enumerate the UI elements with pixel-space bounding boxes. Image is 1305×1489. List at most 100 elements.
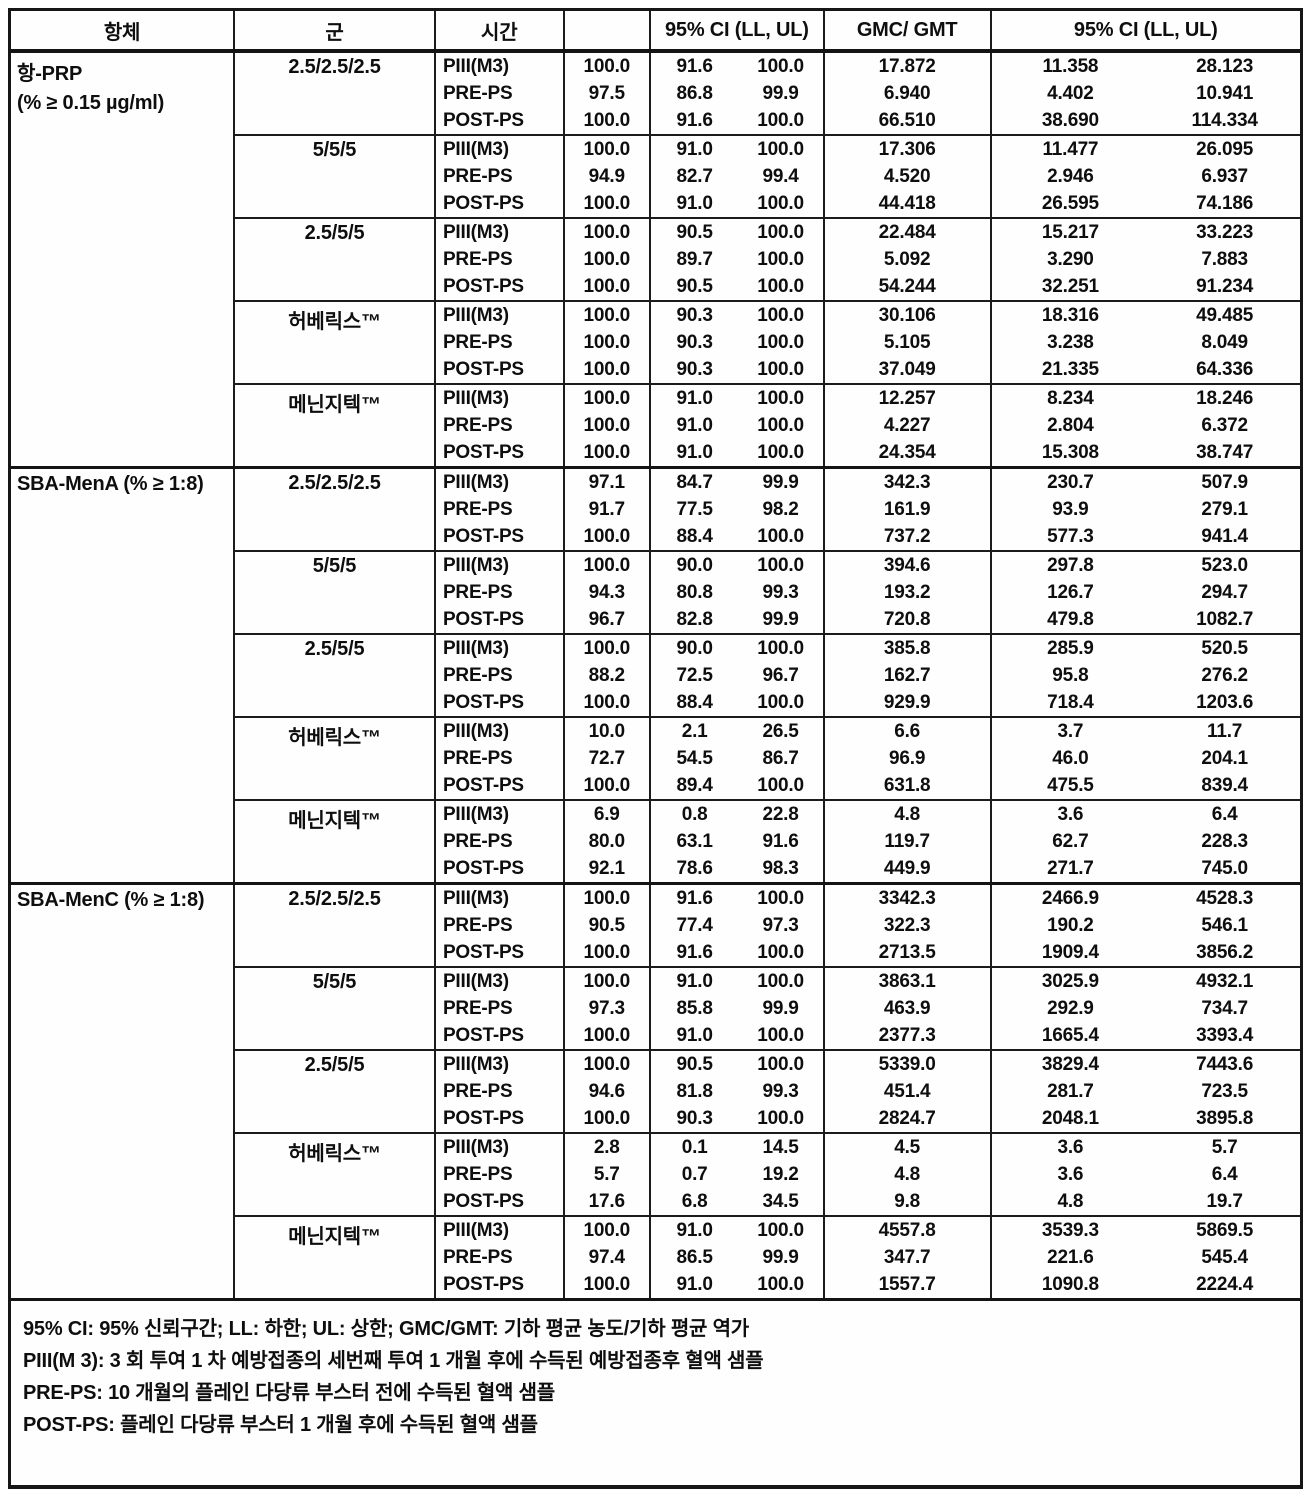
ci-upper-cell: 100.0 — [757, 55, 804, 77]
value-cell: 100.0 — [562, 966, 650, 995]
value-cell: 97.5 — [562, 80, 650, 107]
table-row: 5/5/5 PIII(M3) 100.0 90.0 100.0 394.6 297.8 523… — [11, 550, 1300, 634]
timepoint-cell: PIII(M3) — [433, 799, 564, 828]
gmc-gmt-cell: 17.306 — [822, 134, 991, 163]
gmc-gmt-cell: 66.510 — [822, 107, 991, 135]
ci-lower-cell: 6.8 — [648, 1188, 739, 1216]
gmc-ci-upper-cell: 18.246 — [1149, 383, 1300, 412]
value-cell: 100.0 — [562, 190, 650, 218]
ci-upper-cell: 97.3 — [762, 914, 799, 936]
ci-upper-cell: 99.9 — [762, 82, 799, 104]
timepoint-cell: POST-PS — [433, 523, 564, 551]
timepoint-cell: PRE-PS — [433, 828, 564, 855]
table-row: SBA-MenC (% ≥ 1:8) 2.5/2.5/2.5 PIII(M3) 100… — [11, 882, 1300, 1298]
gmc-gmt-cell: 12.257 — [822, 383, 991, 412]
antibody-label: SBA-MenC (% ≥ 1:8) — [17, 889, 205, 911]
gmc-ci-upper-cell: 7443.6 — [1149, 1049, 1300, 1078]
gmc-ci-upper-cell: 6.937 — [1201, 165, 1248, 187]
gmc-ci-upper-cell: 74.186 — [1196, 192, 1254, 214]
ci-upper-cell: 100.0 — [757, 331, 804, 353]
group-label-cell: 5/5/5 — [233, 966, 435, 1050]
value-cell: 5.7 — [562, 1161, 650, 1188]
ci-upper-cell: 100.0 — [757, 941, 804, 963]
ci-upper-cell: 100.0 — [757, 691, 804, 713]
timepoint-cell: PRE-PS — [433, 1244, 564, 1271]
gmc-gmt-cell: 193.2 — [822, 579, 991, 606]
ci-lower-cell: 90.3 — [648, 329, 739, 356]
gmc-ci-upper-cell: 38.747 — [1196, 441, 1254, 463]
gmc-ci-upper-cell: 520.5 — [1149, 633, 1300, 662]
ci-upper-cell: 99.9 — [738, 466, 824, 496]
gmc-ci-upper-cell: 734.7 — [1201, 997, 1248, 1019]
gmc-ci-upper-cell: 546.1 — [1201, 914, 1248, 936]
timepoint-cell: PRE-PS — [433, 912, 564, 939]
gmc-gmt-cell: 17.872 — [822, 51, 991, 80]
header-time: 시간 — [433, 11, 564, 53]
gmc-gmt-cell: 929.9 — [822, 689, 991, 717]
gmc-gmt-cell: 737.2 — [822, 523, 991, 551]
ci-upper-cell: 98.2 — [762, 498, 799, 520]
gmc-gmt-cell: 3342.3 — [822, 882, 991, 912]
gmc-ci-lower-cell: 26.595 — [989, 190, 1150, 218]
timepoint-cell: PRE-PS — [433, 745, 564, 772]
ci-upper-cell: 34.5 — [762, 1190, 799, 1212]
gmc-gmt-cell: 119.7 — [822, 828, 991, 855]
gmc-ci-upper-cell: 4528.3 — [1149, 882, 1300, 912]
timepoint-cell: PRE-PS — [433, 163, 564, 190]
ci-upper-cell: 100.0 — [738, 882, 824, 912]
group-label-cell: 2.5/5/5 — [233, 217, 435, 301]
ci-upper-cell: 100.0 — [757, 441, 804, 463]
table-row: POST-PS 100.0 88.4 100.0 929.9 718.4 1203.6 — [11, 689, 1300, 717]
gmc-gmt-cell: 162.7 — [822, 662, 991, 689]
antibody-label-cell: SBA-MenA (% ≥ 1:8) — [11, 466, 235, 884]
gmc-ci-lower-cell: 4.8 — [989, 1188, 1150, 1216]
group-label-cell: 2.5/2.5/2.5 — [233, 882, 435, 967]
gmc-ci-upper-cell: 523.0 — [1149, 550, 1300, 579]
timepoint-cell: PRE-PS — [433, 1078, 564, 1105]
gmc-gmt-cell: 463.9 — [822, 995, 991, 1022]
timepoint-cell: PIII(M3) — [433, 383, 564, 412]
ci-lower-cell: 77.5 — [648, 496, 739, 523]
gmc-ci-lower-cell: 11.358 — [989, 51, 1150, 80]
timepoint-cell: PRE-PS — [433, 329, 564, 356]
group-label-cell: 2.5/2.5/2.5 — [233, 51, 435, 135]
value-cell: 100.0 — [562, 939, 650, 967]
gmc-gmt-cell: 6.940 — [822, 80, 991, 107]
gmc-ci-upper-cell: 7.883 — [1201, 248, 1248, 270]
ci-upper-cell: 100.0 — [757, 1273, 804, 1295]
table-row: 허베릭스™ PIII(M3) 100.0 90.3 100.0 30.106 18.316 4… — [11, 300, 1300, 384]
table-row: PRE-PS 91.7 77.5 98.2 161.9 93.9 279.1 — [11, 496, 1300, 523]
gmc-ci-lower-cell: 297.8 — [989, 550, 1150, 579]
ci-upper-cell: 100.0 — [738, 1215, 824, 1244]
ci-upper-cell: 26.5 — [738, 716, 824, 745]
group-label-cell: 2.5/5/5 — [233, 1049, 435, 1133]
header-value — [562, 11, 650, 53]
table-row: PRE-PS 72.7 54.5 86.7 96.9 46.0 204.1 — [11, 745, 1300, 772]
ci-upper-cell: 100.0 — [738, 1049, 824, 1078]
ci-lower-cell: 72.5 — [648, 662, 739, 689]
table-row: POST-PS 100.0 91.6 100.0 66.510 38.690 114.334 — [11, 107, 1300, 135]
ci-lower-cell: 85.8 — [648, 995, 739, 1022]
gmc-gmt-cell: 24.354 — [822, 439, 991, 468]
ci-lower-cell: 90.5 — [648, 1049, 739, 1078]
gmc-gmt-cell: 347.7 — [822, 1244, 991, 1271]
timepoint-cell: PRE-PS — [433, 995, 564, 1022]
value-cell: 97.4 — [562, 1244, 650, 1271]
footnote-pre-ps-definition: PRE-PS: 10 개월의 플레인 다당류 부스터 전에 수득된 혈액 샘플 — [23, 1382, 555, 1404]
table-row: 메닌지텍™ PIII(M3) 100.0 91.0 100.0 12.257 8.234 18… — [11, 383, 1300, 468]
gmc-ci-lower-cell: 38.690 — [989, 107, 1150, 135]
ci-lower-cell: 90.0 — [648, 550, 739, 579]
gmc-gmt-cell: 4.8 — [822, 1161, 991, 1188]
ci-upper-cell: 99.9 — [762, 608, 799, 630]
gmc-ci-lower-cell: 21.335 — [989, 356, 1150, 384]
timepoint-cell: PIII(M3) — [433, 1215, 564, 1244]
gmc-ci-upper-cell: 204.1 — [1201, 747, 1248, 769]
antibody-label-cell: SBA-MenC (% ≥ 1:8) — [11, 882, 235, 1298]
timepoint-cell: PIII(M3) — [433, 966, 564, 995]
table-row: POST-PS 96.7 82.8 99.9 720.8 479.8 1082.7 — [11, 606, 1300, 634]
ci-lower-cell: 54.5 — [648, 745, 739, 772]
gmc-ci-upper-cell: 26.095 — [1149, 134, 1300, 163]
ci-upper-cell: 100.0 — [738, 217, 824, 246]
ci-upper-cell: 100.0 — [757, 1107, 804, 1129]
gmc-ci-upper-cell: 6.4 — [1149, 799, 1300, 828]
